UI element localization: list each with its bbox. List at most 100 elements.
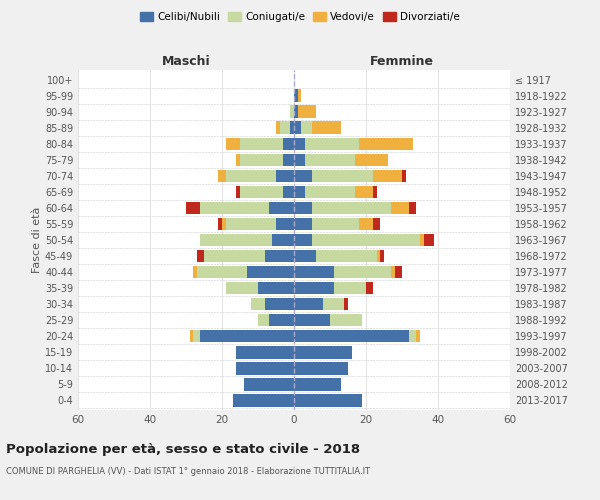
Bar bbox=[276, 170, 294, 182]
Bar bbox=[294, 234, 312, 246]
Legend: Celibi/Nubili, Coniugati/e, Vedovi/e, Divorziati/e: Celibi/Nubili, Coniugati/e, Vedovi/e, Di… bbox=[136, 8, 464, 26]
Bar bbox=[233, 394, 294, 406]
Bar bbox=[312, 122, 341, 134]
Bar bbox=[312, 218, 359, 230]
Bar bbox=[312, 234, 420, 246]
Bar bbox=[280, 122, 290, 134]
Bar bbox=[416, 330, 420, 342]
Bar bbox=[244, 378, 294, 390]
Bar bbox=[240, 138, 283, 150]
Bar bbox=[204, 250, 265, 262]
Bar bbox=[330, 314, 362, 326]
Bar bbox=[373, 218, 380, 230]
Bar bbox=[226, 282, 258, 294]
Bar bbox=[294, 154, 305, 166]
Bar bbox=[290, 122, 294, 134]
Bar bbox=[294, 266, 334, 278]
Bar bbox=[312, 202, 391, 214]
Bar bbox=[190, 330, 193, 342]
Bar bbox=[344, 298, 348, 310]
Bar bbox=[359, 218, 373, 230]
Bar bbox=[236, 154, 240, 166]
Bar bbox=[323, 298, 344, 310]
Bar bbox=[193, 266, 197, 278]
Bar bbox=[218, 170, 226, 182]
Bar bbox=[294, 330, 409, 342]
Bar bbox=[200, 202, 269, 214]
Bar bbox=[276, 122, 280, 134]
Bar bbox=[420, 234, 424, 246]
Bar bbox=[409, 330, 416, 342]
Bar bbox=[218, 218, 222, 230]
Bar bbox=[366, 282, 373, 294]
Bar bbox=[294, 90, 298, 102]
Bar bbox=[247, 266, 294, 278]
Bar bbox=[258, 282, 294, 294]
Bar bbox=[240, 154, 283, 166]
Bar bbox=[193, 330, 200, 342]
Bar bbox=[226, 170, 276, 182]
Bar bbox=[424, 234, 434, 246]
Bar bbox=[305, 154, 355, 166]
Bar bbox=[258, 314, 269, 326]
Bar bbox=[377, 250, 380, 262]
Bar bbox=[186, 202, 200, 214]
Bar bbox=[251, 298, 265, 310]
Bar bbox=[294, 394, 362, 406]
Bar bbox=[294, 250, 316, 262]
Bar bbox=[290, 106, 294, 118]
Bar bbox=[294, 378, 341, 390]
Bar bbox=[359, 138, 413, 150]
Bar bbox=[294, 314, 330, 326]
Bar bbox=[316, 250, 377, 262]
Bar bbox=[395, 266, 402, 278]
Bar bbox=[312, 170, 373, 182]
Bar bbox=[298, 90, 301, 102]
Bar bbox=[276, 218, 294, 230]
Bar bbox=[294, 170, 312, 182]
Bar bbox=[373, 186, 377, 198]
Bar bbox=[283, 138, 294, 150]
Text: Femmine: Femmine bbox=[370, 56, 434, 68]
Bar bbox=[200, 330, 294, 342]
Bar bbox=[294, 362, 348, 374]
Bar bbox=[391, 202, 409, 214]
Bar bbox=[380, 250, 384, 262]
Bar bbox=[294, 202, 312, 214]
Bar bbox=[298, 106, 316, 118]
Bar bbox=[294, 186, 305, 198]
Bar bbox=[236, 346, 294, 358]
Bar bbox=[197, 266, 247, 278]
Bar bbox=[265, 298, 294, 310]
Bar bbox=[265, 250, 294, 262]
Bar bbox=[355, 154, 388, 166]
Bar bbox=[294, 298, 323, 310]
Bar bbox=[305, 138, 359, 150]
Bar bbox=[283, 186, 294, 198]
Bar bbox=[294, 218, 312, 230]
Bar bbox=[236, 186, 240, 198]
Bar bbox=[305, 186, 355, 198]
Bar bbox=[240, 186, 283, 198]
Bar bbox=[272, 234, 294, 246]
Bar bbox=[226, 218, 276, 230]
Bar bbox=[294, 346, 352, 358]
Text: Popolazione per età, sesso e stato civile - 2018: Popolazione per età, sesso e stato civil… bbox=[6, 442, 360, 456]
Bar bbox=[294, 138, 305, 150]
Bar bbox=[236, 362, 294, 374]
Bar bbox=[294, 122, 301, 134]
Bar bbox=[269, 314, 294, 326]
Bar bbox=[226, 138, 240, 150]
Bar bbox=[355, 186, 373, 198]
Bar bbox=[222, 218, 226, 230]
Bar bbox=[294, 282, 334, 294]
Bar bbox=[402, 170, 406, 182]
Bar bbox=[294, 106, 298, 118]
Bar bbox=[373, 170, 402, 182]
Text: COMUNE DI PARGHELIA (VV) - Dati ISTAT 1° gennaio 2018 - Elaborazione TUTTITALIA.: COMUNE DI PARGHELIA (VV) - Dati ISTAT 1°… bbox=[6, 468, 370, 476]
Bar bbox=[334, 282, 366, 294]
Bar bbox=[334, 266, 391, 278]
Bar bbox=[200, 234, 272, 246]
Bar bbox=[409, 202, 416, 214]
Y-axis label: Fasce di età: Fasce di età bbox=[32, 207, 42, 273]
